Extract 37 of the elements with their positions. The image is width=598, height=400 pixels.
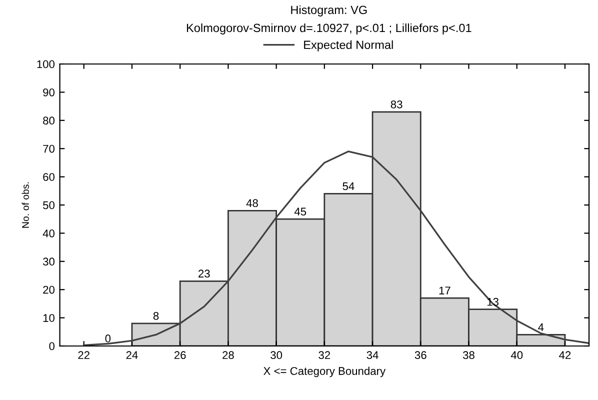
data-label: 48 [246,199,258,208]
x-tick-label: 42 [559,351,571,359]
y-tick-label: 50 [43,201,55,210]
y-tick-label: 90 [43,88,55,96]
x-tick-label: 22 [78,351,90,359]
chart-title: Histogram: VG [291,5,367,16]
data-label: 0 [105,334,111,342]
y-tick-label: 10 [43,314,55,322]
y-tick-label: 20 [43,286,55,294]
y-tick-label: 0 [49,342,55,350]
y-tick-label: 80 [43,116,55,125]
y-axis-title: No. of obs. [22,182,29,228]
x-tick-label: 34 [366,351,378,360]
legend-label: Expected Normal [304,40,393,52]
y-tick-label: 30 [43,258,55,266]
x-tick-label: 26 [174,351,186,360]
x-tick-label: 40 [510,351,523,360]
x-tick-label: 24 [126,351,138,359]
y-tick-label: 60 [43,173,55,181]
x-tick-label: 32 [318,351,330,360]
data-label: 45 [294,208,306,216]
x-tick-label: 28 [222,351,234,360]
data-label: 4 [538,323,544,332]
chart-subtitle: Kolmogorov-Smirnov d=.10927, p<.01 ; Lilliefors p<.01 [186,23,472,34]
x-tick-label: 38 [462,351,474,360]
x-axis-title: X <= Category Boundary [264,366,386,378]
x-tick-label: 30 [270,351,282,360]
line-series [83,150,590,346]
data-label: 17 [439,286,450,294]
data-label: 83 [390,100,402,108]
data-label: 23 [198,270,210,278]
x-tick-label: 36 [414,351,426,360]
y-tick-label: 40 [42,229,55,238]
y-tick-label: 100 [37,60,55,68]
data-label: 54 [342,182,354,190]
y-tick-label: 70 [43,144,55,153]
data-label: 8 [153,312,159,320]
